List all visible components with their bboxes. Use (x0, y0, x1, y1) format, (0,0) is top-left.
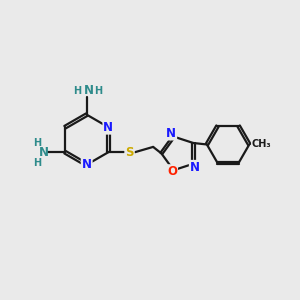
Text: N: N (166, 127, 176, 140)
Text: H: H (33, 158, 41, 167)
Text: N: N (190, 161, 200, 174)
Text: H: H (33, 138, 41, 148)
Text: N: N (84, 84, 94, 97)
Text: CH₃: CH₃ (252, 140, 271, 149)
Text: H: H (94, 85, 103, 95)
Text: N: N (82, 158, 92, 171)
Text: O: O (167, 165, 177, 178)
Text: H: H (73, 85, 81, 95)
Text: N: N (103, 121, 113, 134)
Text: S: S (125, 146, 134, 159)
Text: N: N (39, 146, 49, 159)
